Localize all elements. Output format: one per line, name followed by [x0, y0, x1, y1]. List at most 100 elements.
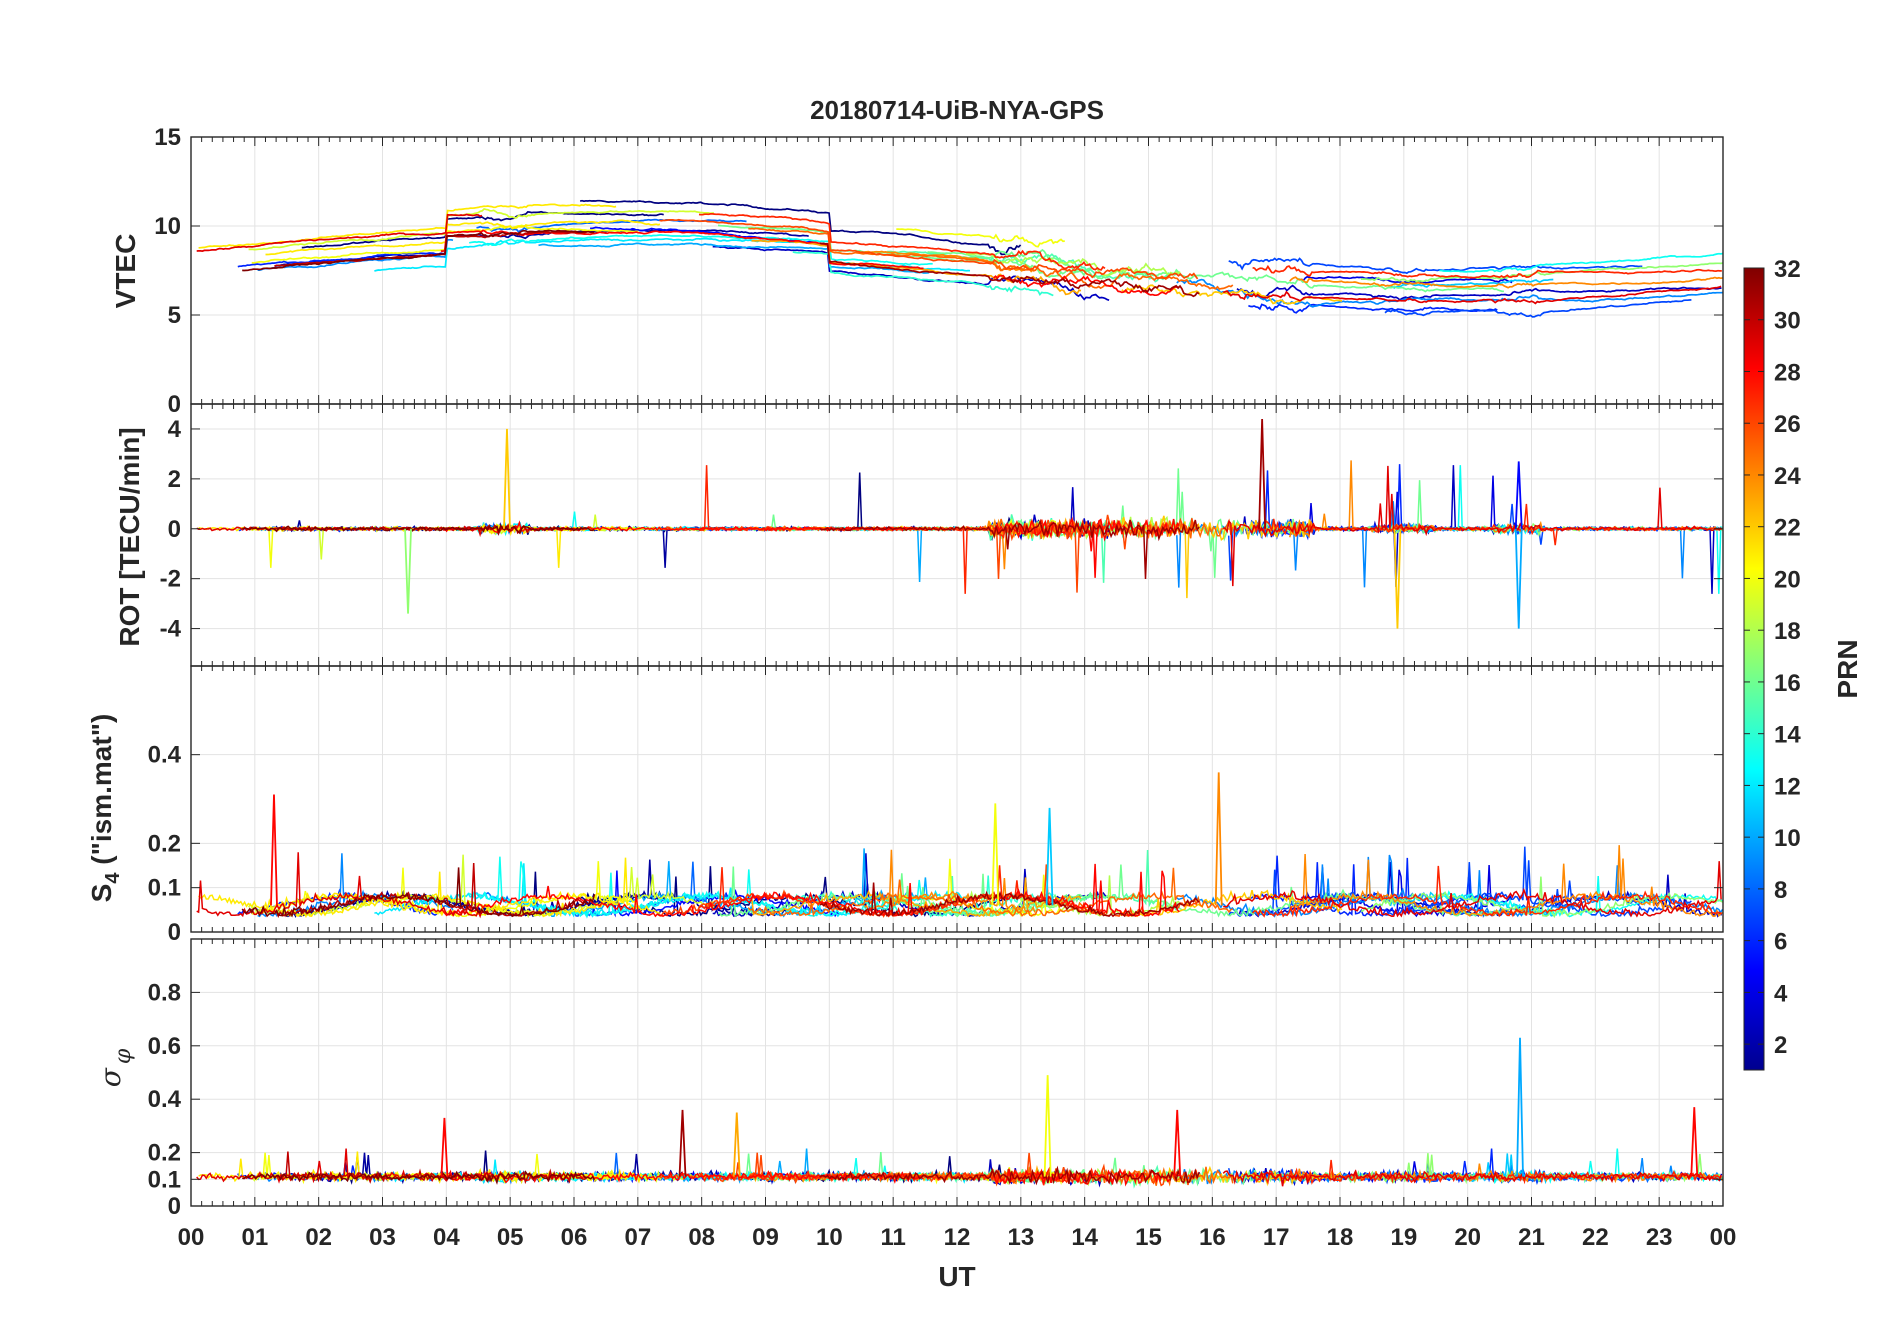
s4-trace	[440, 883, 924, 918]
x-tick-label: 05	[497, 1224, 524, 1251]
x-tick-label: 07	[624, 1224, 651, 1251]
chart-title: 20180714-UiB-NYA-GPS	[810, 95, 1104, 125]
ylabel-sigphi-sub: φ	[111, 1048, 136, 1064]
y-tick-label: 0	[168, 919, 181, 946]
s4-spike	[1214, 772, 1223, 906]
colorbar-tick-label: 14	[1774, 722, 1801, 749]
colorbar-tick-label: 6	[1774, 929, 1787, 956]
x-tick-label: 11	[880, 1224, 905, 1251]
panel-rot: -4 -2 0 2 4 ROT [TECU/min]	[114, 403, 1724, 667]
x-tick-label: 03	[369, 1224, 396, 1251]
colorbar-tick-label: 22	[1774, 515, 1801, 542]
rot-spike	[503, 428, 511, 529]
sigphi-spike	[732, 1112, 741, 1177]
ylabel-s4-rest: ("ism.mat")	[86, 714, 117, 873]
s4-trace	[1360, 876, 1724, 919]
x-tick-label: 15	[1135, 1224, 1162, 1251]
rot-trace	[242, 523, 595, 535]
traces-vtec	[196, 199, 1723, 318]
vtec-trace	[1252, 264, 1722, 279]
colorbar-tick-label: 26	[1774, 411, 1801, 438]
x-tick-label: 00	[1710, 1224, 1737, 1251]
ylabel-sigphi-main: σ	[94, 1067, 127, 1087]
vtec-trace	[538, 242, 930, 274]
vtec-trace	[1390, 278, 1554, 289]
x-tick-label: 00	[178, 1224, 205, 1251]
colorbar-tick-label: 20	[1774, 566, 1801, 593]
vtec-trace	[1236, 284, 1722, 301]
vtec-trace	[896, 228, 1065, 248]
ylabel-sigphi: σφ	[94, 1048, 136, 1087]
s4-spike	[991, 803, 1000, 906]
rot-spike	[1514, 528, 1523, 629]
grid-sigphi	[191, 939, 1723, 1206]
vtec-trace	[1360, 262, 1723, 283]
sigphi-spike	[1690, 1107, 1699, 1177]
colorbar-tick-label: 10	[1774, 825, 1801, 852]
y-tick-label: 2	[168, 466, 181, 493]
sigphi-trace	[274, 1151, 588, 1185]
panel-s4: 0 0.1 0.2 0.4 S4 ("ism.mat")	[86, 665, 1724, 946]
vtec-trace	[1248, 303, 1498, 314]
sigphi-spike	[1173, 1109, 1182, 1177]
sigphi-trace	[440, 1169, 924, 1184]
colorbar-tick-label: 30	[1774, 308, 1801, 335]
y-tick-label: -4	[160, 616, 182, 643]
x-tick-label: 12	[944, 1224, 971, 1251]
vtec-trace	[993, 274, 1180, 297]
rot-trace	[1223, 465, 1722, 587]
x-tick-label: 01	[241, 1224, 268, 1251]
y-tick-label: 10	[154, 213, 181, 240]
vtec-trace	[792, 251, 1054, 297]
s4-trace	[819, 882, 1200, 918]
vtec-trace	[1176, 278, 1723, 308]
y-tick-label: 0	[168, 516, 181, 543]
sigphi-spike	[1516, 1037, 1524, 1177]
vtec-trace	[196, 213, 483, 252]
traces-rot	[196, 418, 1724, 629]
vtec-trace	[301, 210, 664, 249]
x-tick-label: 06	[561, 1224, 588, 1251]
y-tick-label: 0.2	[148, 830, 181, 857]
vtec-trace	[1228, 257, 1643, 275]
vtec-trace	[819, 242, 1200, 298]
vtec-trace	[887, 250, 1179, 283]
y-tick-label: 0.2	[148, 1140, 181, 1167]
y-tick-label: 0.1	[148, 875, 181, 902]
vtec-trace	[242, 229, 595, 272]
rot-trace	[274, 523, 587, 536]
colorbar-tick-label: 4	[1774, 980, 1788, 1007]
x-tick-label: 04	[433, 1224, 460, 1251]
x-tick-label: 16	[1199, 1224, 1226, 1251]
s4-trace	[241, 867, 596, 918]
x-tick-label: 17	[1263, 1224, 1290, 1251]
vtec-trace	[1439, 252, 1723, 273]
sigphi-spike	[440, 1117, 449, 1177]
x-tick-label: 21	[1518, 1224, 1545, 1251]
s4-trace	[992, 863, 1180, 917]
x-tick-label: 19	[1390, 1224, 1417, 1251]
x-tick-label: 02	[305, 1224, 332, 1251]
y-tick-label: 5	[168, 302, 181, 329]
ylabel-s4-main: S	[86, 884, 117, 903]
vtec-trace	[1301, 275, 1513, 285]
s4-spike	[270, 794, 278, 906]
vtec-trace	[698, 213, 1106, 271]
y-tick-label: 0	[168, 391, 181, 418]
x-tick-label: 18	[1327, 1224, 1354, 1251]
ylabel-rot: ROT [TECU/min]	[114, 427, 145, 646]
x-tick-labels: 00 01 02 03 04 05 06 07 08 09 10 11 12 13 14 15 16 17 18 19…	[178, 1224, 1737, 1251]
sigphi-spike	[1043, 1075, 1052, 1177]
x-tick-label: 10	[816, 1224, 843, 1251]
panel-sigphi: 00.10.2 0.4 0.6 0.8 σφ	[94, 938, 1724, 1220]
ylabel-s4-sub: 4	[102, 872, 124, 884]
sigphi-trace	[819, 1165, 1200, 1186]
x-tick-label: 23	[1646, 1224, 1673, 1251]
sigphi-trace	[1222, 1169, 1722, 1187]
y-tick-label: 4	[168, 416, 182, 443]
x-tick-label: 20	[1454, 1224, 1481, 1251]
rot-spike	[404, 528, 412, 614]
vtec-trace	[469, 234, 933, 266]
